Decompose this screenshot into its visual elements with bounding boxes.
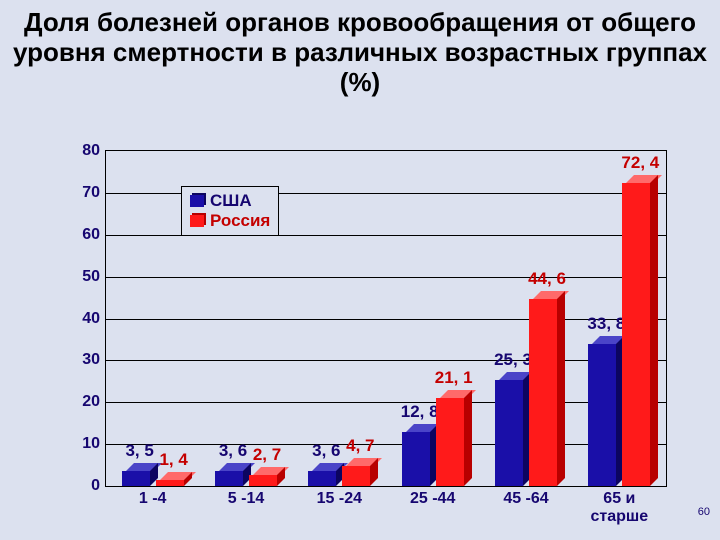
x-category-label: 25 -44 [410,486,455,508]
legend-swatch [190,215,204,227]
x-category-label: 65 и старше [591,486,649,526]
value-label: 12, 8 [401,402,439,422]
bar [495,380,523,486]
x-category-label: 45 -64 [503,486,548,508]
value-label: 21, 1 [435,368,473,388]
value-label: 72, 4 [621,153,659,173]
bar [402,432,430,486]
value-label: 44, 6 [528,269,566,289]
gridline [106,444,666,445]
legend-label: Россия [210,211,270,231]
legend-item: США [190,191,270,211]
x-category-label: 5 -14 [228,486,264,508]
legend-label: США [210,191,252,211]
value-label: 3, 5 [125,441,153,461]
gridline [106,402,666,403]
value-label: 25, 3 [494,350,532,370]
x-category-label: 15 -24 [317,486,362,508]
legend: СШАРоссия [181,186,279,236]
x-category-label: 1 -4 [139,486,167,508]
bar [249,475,277,486]
y-tick-label: 50 [82,268,106,286]
gridline [106,360,666,361]
bar [588,344,616,486]
gridline [106,319,666,320]
y-tick-label: 40 [82,310,106,328]
value-label: 4, 7 [346,436,374,456]
bar [436,398,464,486]
bar [122,471,150,486]
bar [342,466,370,486]
y-tick-label: 10 [82,435,106,453]
value-label: 33, 8 [587,314,625,334]
y-tick-label: 0 [91,477,106,495]
value-label: 3, 6 [219,441,247,461]
y-tick-label: 60 [82,226,106,244]
gridline [106,277,666,278]
value-label: 3, 6 [312,441,340,461]
plot-area: 010203040506070803, 51, 41 -43, 62, 75 -… [105,150,667,487]
bar-chart: 010203040506070803, 51, 41 -43, 62, 75 -… [105,150,665,485]
y-tick-label: 30 [82,351,106,369]
page-number: 60 [698,506,710,518]
y-tick-label: 20 [82,393,106,411]
bar [622,183,650,486]
value-label: 2, 7 [253,445,281,465]
y-tick-label: 80 [82,142,106,160]
legend-swatch [190,195,204,207]
legend-item: Россия [190,211,270,231]
chart-title: Доля болезней органов кровообращения от … [0,8,720,98]
bar [308,471,336,486]
bar [215,471,243,486]
value-label: 1, 4 [159,450,187,470]
y-tick-label: 70 [82,184,106,202]
bar [529,299,557,486]
